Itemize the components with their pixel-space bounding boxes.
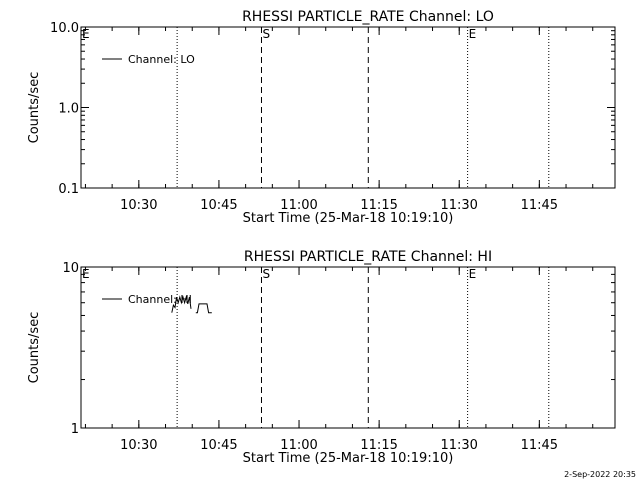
chart-panel-2: RHESSI PARTICLE_RATE Channel: HI 1 10 Count… bbox=[27, 249, 616, 466]
chart-title: RHESSI PARTICLE_RATE Channel: LO bbox=[242, 9, 494, 25]
x-tick-label: 11:15 bbox=[360, 438, 397, 453]
plot-frame bbox=[80, 26, 616, 189]
footer-timestamp: 2-Sep-2022 20:35 bbox=[564, 470, 636, 479]
x-tick-label: 11:00 bbox=[280, 438, 317, 453]
chart-title: RHESSI PARTICLE_RATE Channel: HI bbox=[244, 249, 492, 265]
chart-panel-1: RHESSI PARTICLE_RATE Channel: LO 0.1 1.0 10… bbox=[27, 9, 616, 226]
x-tick-label: 11:30 bbox=[440, 198, 477, 213]
y-tick-label: 1 bbox=[71, 422, 79, 437]
event-marker-label: E bbox=[469, 267, 477, 281]
x-tick-label: 11:15 bbox=[360, 198, 397, 213]
event-marker-label: S bbox=[262, 27, 270, 41]
x-tick-label: 11:45 bbox=[521, 438, 558, 453]
x-tick-label: 10:30 bbox=[120, 438, 157, 453]
x-tick-label: 10:45 bbox=[200, 198, 237, 213]
y-tick-label: 10.0 bbox=[50, 21, 79, 36]
series-line bbox=[171, 295, 212, 314]
x-tick-label: 11:30 bbox=[440, 438, 477, 453]
x-tick-label: 10:45 bbox=[200, 438, 237, 453]
event-marker-label: E bbox=[82, 267, 90, 281]
x-axis-label: Start Time (25-Mar-18 10:19:10) bbox=[243, 211, 454, 226]
x-tick-label: 11:45 bbox=[521, 198, 558, 213]
y-tick-label: 0.1 bbox=[58, 182, 79, 197]
x-axis-label: Start Time (25-Mar-18 10:19:10) bbox=[243, 451, 454, 466]
x-tick-label: 11:00 bbox=[280, 198, 317, 213]
event-marker-label: E bbox=[82, 27, 90, 41]
y-axis-label: Counts/sec bbox=[27, 312, 42, 384]
y-tick-label: 10 bbox=[62, 261, 79, 276]
plot-frame bbox=[80, 266, 616, 429]
legend-label: Channel: LO bbox=[128, 53, 195, 66]
x-tick-label: 10:30 bbox=[120, 198, 157, 213]
event-marker-label: S bbox=[262, 267, 270, 281]
y-axis-label: Counts/sec bbox=[27, 72, 42, 144]
event-marker-label: E bbox=[469, 27, 477, 41]
y-tick-label: 1.0 bbox=[58, 102, 79, 117]
